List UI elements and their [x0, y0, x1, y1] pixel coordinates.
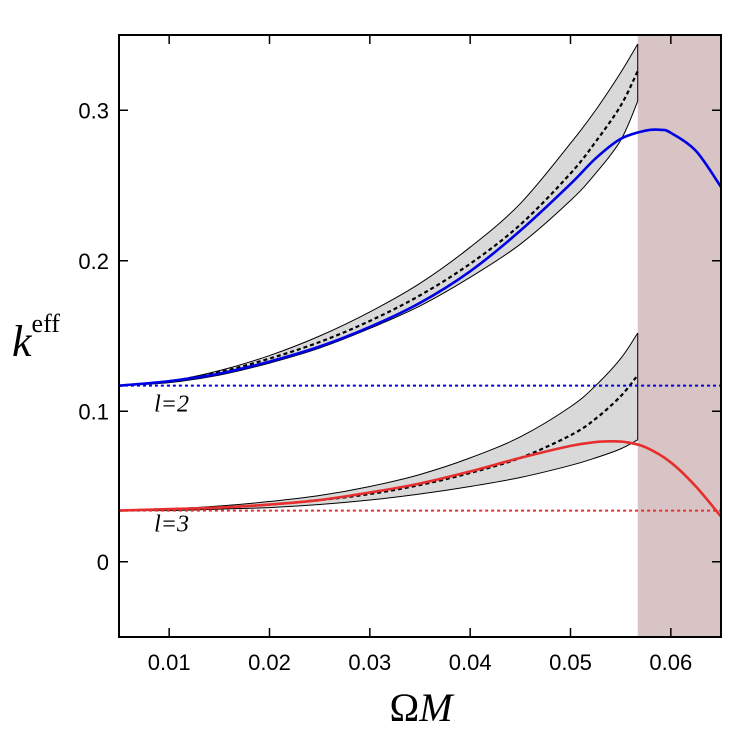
band-upper-edge-l2 [118, 43, 639, 387]
x-tick-label: 0.02 [248, 650, 291, 675]
band-lower-edge-l2 [118, 101, 639, 387]
lines-layer [118, 70, 723, 518]
plot-frame [118, 34, 722, 638]
y-axis-label-base: k [12, 317, 33, 366]
x-axis-label: ΩM [389, 685, 455, 730]
y-axis-label: keff [12, 309, 60, 366]
ticks-layer: 0.01 0.02 0.03 0.04 0.05 0.06 0 0.1 0.2 0.3 [78, 35, 721, 675]
dotted-curve-l2 [118, 70, 639, 387]
y-tick-label: 0.2 [78, 249, 109, 274]
curve-label-l3: l=3 [154, 512, 189, 538]
shaded-region [637, 35, 721, 637]
band-lower-edge-l3 [118, 439, 638, 512]
x-tick-label: 0.06 [649, 650, 692, 675]
y-tick-label: 0.1 [78, 399, 109, 424]
solid-curve-l2 [118, 128, 723, 387]
x-axis-label-greek: Ω [389, 685, 419, 730]
y-tick-label: 0.3 [78, 98, 109, 123]
x-tick-label: 0.05 [549, 650, 592, 675]
y-tick-label: 0 [97, 550, 109, 575]
band-fill-l3 [119, 332, 638, 511]
y-axis-label-superscript: eff [32, 309, 61, 338]
x-tick-label: 0.04 [449, 650, 492, 675]
x-tick-label: 0.03 [348, 650, 391, 675]
x-axis-label-italic: M [418, 685, 455, 730]
solid-curve-l3 [118, 440, 722, 518]
band-fill-l2 [119, 44, 638, 386]
shaded-region-layer [637, 35, 721, 637]
x-tick-label: 0.01 [148, 650, 191, 675]
curve-label-l2: l=2 [154, 391, 189, 417]
axes-frame-layer [118, 34, 722, 638]
